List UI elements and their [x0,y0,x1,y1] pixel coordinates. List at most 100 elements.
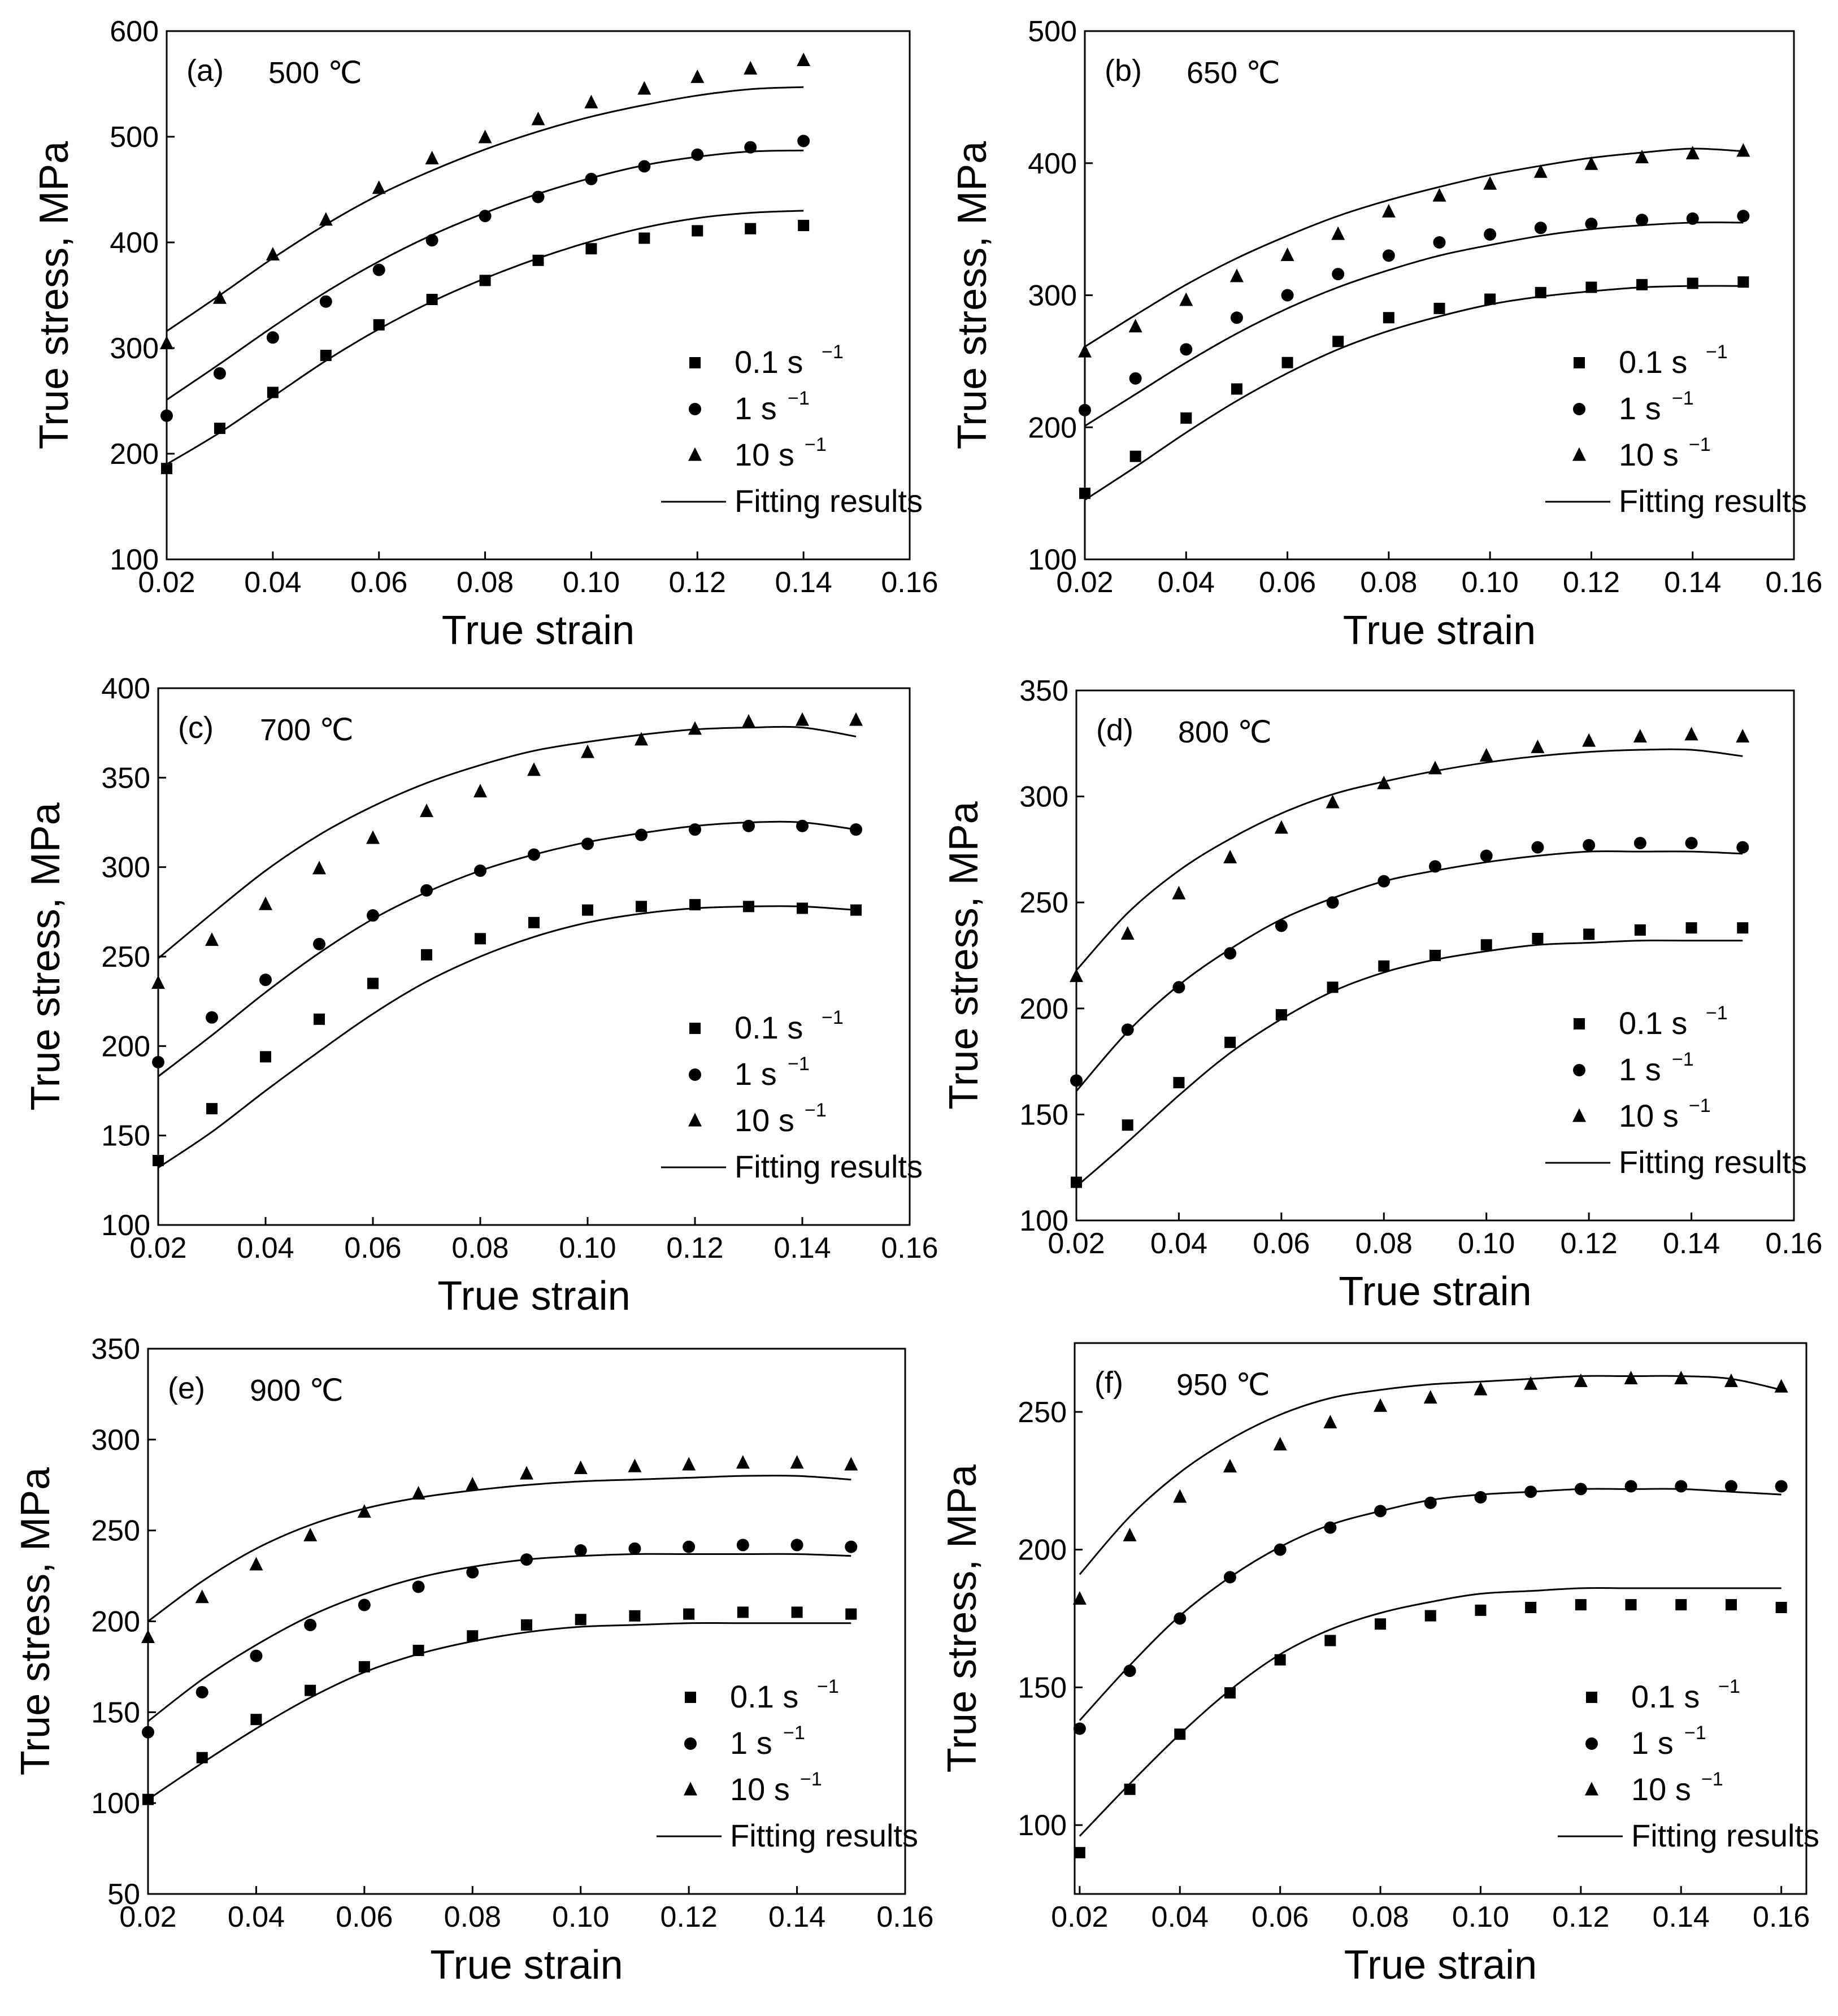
data-point [849,712,863,726]
x-tick-label: 0.14 [1664,566,1721,599]
legend: 0.1 s −1 1 s −1 10 s −1 Fitting results [1545,341,1807,519]
data-point [206,1011,218,1024]
x-tick-label: 0.12 [1561,1227,1618,1260]
data-point [691,148,704,161]
data-point [312,861,326,875]
panel-label: (d) [1096,713,1133,747]
legend-label: 1 s [1619,1052,1661,1087]
x-tick-label: 0.02 [1051,1901,1108,1934]
data-point [638,232,650,244]
series-10 [160,52,811,350]
data-point [1323,1414,1337,1428]
data-point [266,331,279,344]
legend-marker [1585,1737,1598,1750]
data-point [575,1614,586,1626]
data-point [850,904,862,916]
data-point [1229,268,1244,283]
data-point [796,712,809,726]
series-0p1 [142,1606,857,1805]
data-point [692,225,703,237]
legend-marker [685,1692,696,1703]
series-1 [1070,837,1749,1092]
data-point [1429,860,1441,873]
data-point [1535,286,1546,298]
x-tick-label: 0.14 [774,1232,831,1265]
data-point [1382,249,1395,262]
legend-marker [1572,447,1586,461]
data-point [1724,1480,1737,1493]
y-tick-label: 500 [1028,15,1077,48]
series-1 [1073,1480,1788,1735]
x-tick-label: 0.02 [1048,1227,1105,1260]
data-point [532,254,544,266]
legend-marker [689,1023,701,1034]
data-point [742,819,755,832]
y-tick-label: 400 [110,227,159,259]
data-point [1273,1436,1287,1450]
x-tick-label: 0.04 [228,1901,285,1934]
data-point [790,1455,804,1469]
data-point [585,172,598,185]
data-point [479,210,492,223]
legend-superscript: −1 [783,1722,805,1744]
data-point [635,828,648,841]
legend-marker [1574,1018,1585,1029]
y-tick-label: 350 [1019,675,1068,707]
data-point [1074,1846,1085,1858]
legend-superscript: −1 [822,1007,844,1028]
fit-line [1079,1375,1781,1575]
data-point [744,141,757,154]
legend-label: Fitting results [735,1149,923,1184]
data-point [366,830,380,844]
data-point [1585,281,1597,293]
data-point [267,386,279,398]
data-point [745,223,757,234]
data-point [1474,1381,1488,1396]
data-point [1231,383,1242,395]
data-point [153,1155,164,1166]
data-point [1174,1728,1186,1740]
data-point [1532,932,1544,944]
legend-superscript: −1 [788,1053,810,1075]
data-point [1636,279,1648,290]
data-point [305,1684,316,1696]
panel-label: (e) [168,1371,205,1405]
y-tick-label: 100 [91,1787,140,1820]
panel-label: (a) [186,54,224,88]
x-axis: 0.02 0.04 0.06 0.08 0.10 0.12 0.14 0.16 [138,551,938,599]
data-point [1433,302,1445,314]
data-point [421,949,432,961]
data-point [585,243,597,255]
data-point [1274,1543,1287,1556]
legend-marker [688,1113,702,1127]
y-tick-label: 150 [91,1696,140,1729]
y-axis: 100 150 200 250 [1018,1396,1083,1842]
x-tick-label: 0.16 [1765,566,1822,599]
data-point [528,916,540,928]
y-axis-title: True stress, MPa [950,141,995,449]
legend-marker [1586,1692,1597,1703]
fit-line [147,1622,851,1800]
x-tick-label: 0.02 [129,1232,186,1265]
data-point [1070,1074,1083,1087]
data-point [797,902,808,914]
legend: 0.1 s −1 1 s −1 10 s −1 Fitting results [657,1676,918,1853]
x-tick-label: 0.12 [666,1232,723,1265]
legend-marker [1574,357,1585,368]
data-point [1479,748,1493,762]
x-tick-label: 0.08 [451,1232,509,1265]
y-axis: 100 200 300 400 500 600 [110,15,175,576]
data-point [520,1553,533,1566]
data-point [845,1608,857,1620]
legend-label: 0.1 s [735,1010,803,1045]
y-tick-label: 600 [110,15,159,48]
data-point [1173,1489,1187,1503]
data-point [1625,1599,1637,1611]
data-point [249,1557,263,1571]
data-point [213,367,226,380]
data-point [372,180,386,194]
y-tick-label: 200 [1019,993,1068,1026]
y-tick-label: 200 [91,1606,140,1639]
panel-temperature: 650 ℃ [1187,56,1280,90]
x-axis-title: True strain [442,608,635,653]
